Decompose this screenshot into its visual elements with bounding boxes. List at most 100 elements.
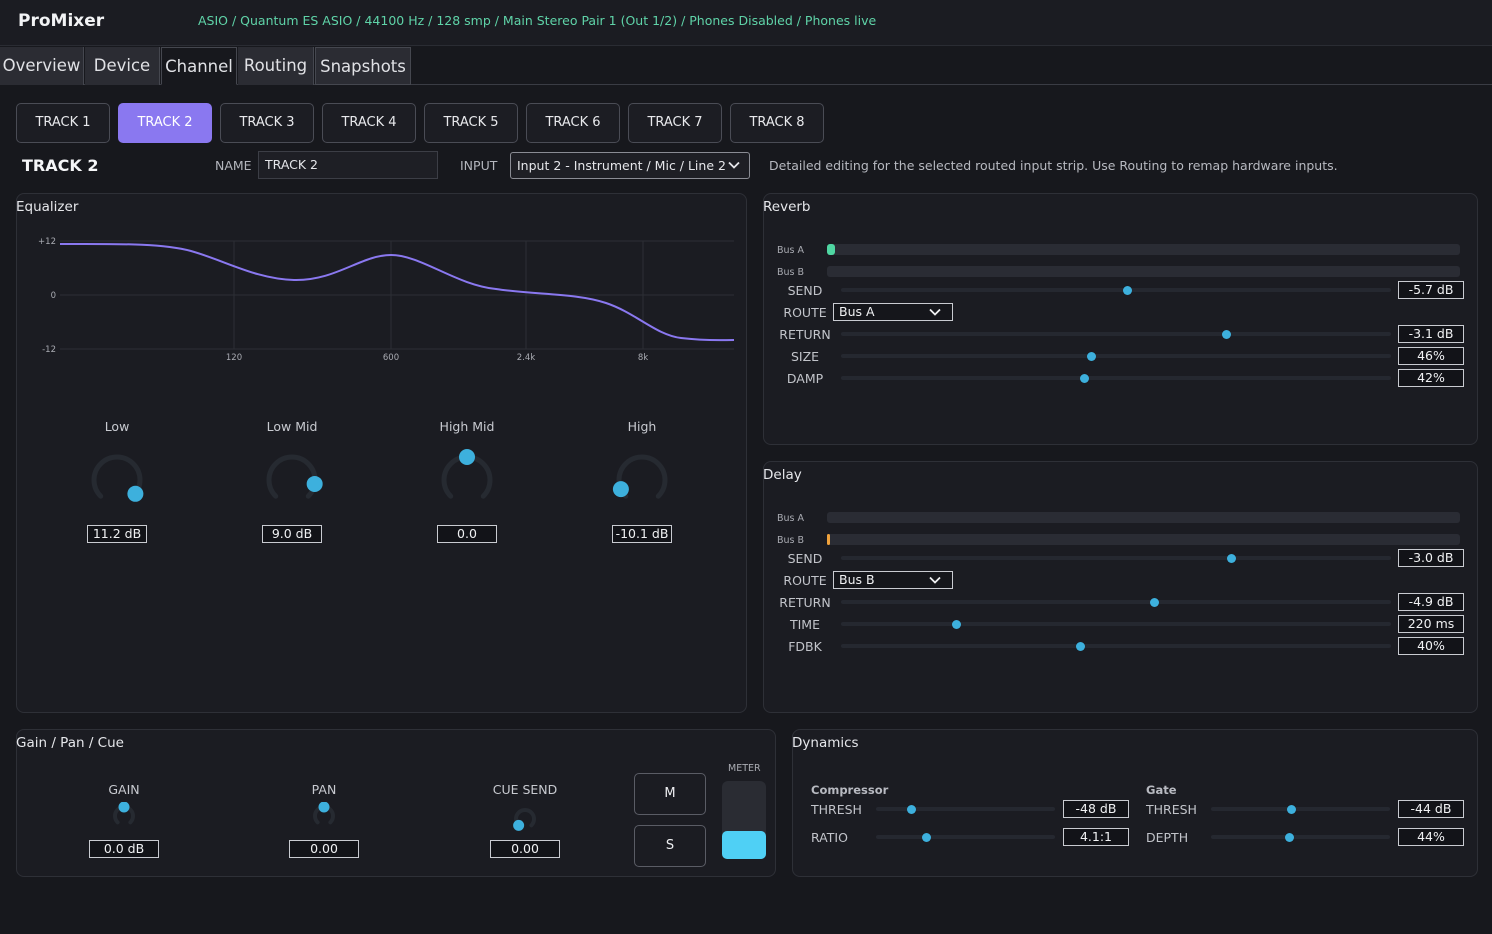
reverb-send-value[interactable]: -5.7 dB	[1398, 281, 1464, 299]
reverb-return-thumb[interactable]	[1221, 329, 1231, 339]
channel-meter	[722, 781, 766, 859]
solo-button[interactable]: S	[634, 825, 706, 867]
comp-thresh-value[interactable]: -48 dB	[1063, 800, 1129, 818]
mute-button[interactable]: M	[634, 773, 706, 815]
delay-return-thumb[interactable]	[1150, 597, 1159, 607]
comp-thresh-slider[interactable]	[876, 804, 1055, 814]
delay-send-value[interactable]: -3.0 dB	[1398, 549, 1464, 567]
chevron-down-icon	[728, 161, 740, 169]
strip-hint: Detailed editing for the selected routed…	[769, 158, 1338, 173]
cue-send-value[interactable]: 0.00	[490, 840, 560, 858]
delay-return-value[interactable]: -4.9 dB	[1398, 593, 1464, 611]
eq-knob-high-mid[interactable]	[436, 449, 498, 511]
tab-channel[interactable]: Channel	[161, 47, 237, 85]
track-button-3[interactable]: TRACK 3	[220, 103, 314, 143]
delay-return-slider[interactable]	[841, 597, 1391, 607]
reverb-send-slider[interactable]	[841, 285, 1391, 295]
input-label: INPUT	[460, 158, 498, 173]
eq-x-tick: 8k	[638, 353, 648, 363]
eq-knob-low[interactable]	[86, 449, 148, 511]
eq-knob-low-mid[interactable]	[261, 449, 323, 511]
eq-x-tick: 600	[383, 353, 399, 363]
pan-label: PAN	[311, 782, 337, 797]
cue-send-knob[interactable]	[511, 805, 539, 833]
eq-low-value[interactable]: 11.2 dB	[87, 525, 147, 543]
delay-time-slider[interactable]	[841, 619, 1391, 629]
reverb-damp-slider[interactable]	[841, 373, 1391, 383]
gain-pan-cue-title: Gain / Pan / Cue	[16, 735, 124, 751]
comp-ratio-thumb[interactable]	[921, 832, 931, 842]
delay-time-value[interactable]: 220 ms	[1398, 615, 1464, 633]
reverb-damp-thumb[interactable]	[1079, 373, 1089, 383]
reverb-bus-b-label: Bus B	[777, 267, 805, 278]
delay-route-select[interactable]: Bus B	[833, 571, 953, 589]
delay-fdbk-slider[interactable]	[841, 641, 1391, 651]
eq-knob-high[interactable]	[611, 449, 673, 511]
reverb-size-value[interactable]: 46%	[1398, 347, 1464, 365]
eq-band-label-high: High	[627, 419, 657, 434]
delay-send-slider[interactable]	[841, 553, 1391, 563]
compressor-heading: Compressor	[811, 783, 889, 797]
reverb-title: Reverb	[763, 199, 811, 215]
track-button-5[interactable]: TRACK 5	[424, 103, 518, 143]
gate-depth-thumb[interactable]	[1285, 832, 1295, 842]
reverb-return-slider[interactable]	[841, 329, 1391, 339]
delay-fdbk-thumb[interactable]	[1075, 641, 1085, 651]
tab-device[interactable]: Device	[85, 47, 160, 85]
tab-overview[interactable]: Overview	[0, 47, 84, 85]
reverb-size-label: SIZE	[790, 349, 820, 364]
equalizer-title: Equalizer	[16, 199, 79, 215]
eq-curve-graph[interactable]: +12 0 -12 120 600 2.4k 8k	[16, 225, 746, 370]
track-button-8[interactable]: TRACK 8	[730, 103, 824, 143]
delay-bus-b-meter	[827, 534, 1460, 545]
track-button-2[interactable]: TRACK 2	[118, 103, 212, 143]
delay-return-label: RETURN	[779, 595, 831, 610]
gate-depth-slider[interactable]	[1211, 832, 1390, 842]
cue-send-label: CUE SEND	[492, 782, 558, 797]
tab-routing[interactable]: Routing	[238, 47, 314, 85]
eq-band-label-high-mid: High Mid	[439, 419, 495, 434]
track-name-input[interactable]: TRACK 2	[258, 151, 438, 179]
reverb-bus-a-meter	[827, 244, 1460, 255]
gate-depth-value[interactable]: 44%	[1398, 828, 1464, 846]
track-button-1[interactable]: TRACK 1	[16, 103, 110, 143]
eq-low-mid-value[interactable]: 9.0 dB	[262, 525, 322, 543]
eq-high-mid-value[interactable]: 0.0	[437, 525, 497, 543]
equalizer-panel	[16, 193, 747, 713]
gate-thresh-value[interactable]: -44 dB	[1398, 800, 1464, 818]
delay-time-label: TIME	[789, 617, 820, 632]
delay-time-thumb[interactable]	[952, 619, 961, 629]
input-select[interactable]: Input 2 - Instrument / Mic / Line 2	[510, 152, 750, 179]
reverb-send-thumb[interactable]	[1122, 285, 1132, 295]
pan-value[interactable]: 0.00	[289, 840, 359, 858]
delay-bus-a-label: Bus A	[777, 513, 805, 524]
eq-response-curve	[59, 242, 735, 342]
comp-ratio-value[interactable]: 4.1:1	[1063, 828, 1129, 846]
reverb-return-value[interactable]: -3.1 dB	[1398, 325, 1464, 343]
delay-fdbk-value[interactable]: 40%	[1398, 637, 1464, 655]
pan-knob[interactable]	[310, 802, 338, 830]
comp-thresh-label: THRESH	[811, 802, 862, 817]
delay-send-thumb[interactable]	[1227, 553, 1236, 563]
chevron-down-icon	[929, 308, 941, 316]
channel-meter-fill	[722, 831, 766, 859]
tab-snapshots[interactable]: Snapshots	[315, 47, 411, 85]
reverb-size-slider[interactable]	[841, 351, 1391, 361]
gain-knob[interactable]	[110, 802, 138, 830]
track-button-7[interactable]: TRACK 7	[628, 103, 722, 143]
meter-label: METER	[728, 763, 761, 774]
reverb-route-select[interactable]: Bus A	[833, 303, 953, 321]
eq-high-value[interactable]: -10.1 dB	[612, 525, 672, 543]
gate-thresh-thumb[interactable]	[1287, 804, 1297, 814]
track-button-6[interactable]: TRACK 6	[526, 103, 620, 143]
eq-y-tick: -12	[42, 345, 56, 355]
comp-thresh-thumb[interactable]	[907, 804, 917, 814]
delay-route-value: Bus B	[839, 572, 875, 587]
reverb-damp-value[interactable]: 42%	[1398, 369, 1464, 387]
track-button-4[interactable]: TRACK 4	[322, 103, 416, 143]
gate-thresh-slider[interactable]	[1211, 804, 1390, 814]
eq-x-tick: 120	[226, 353, 242, 363]
gain-value[interactable]: 0.0 dB	[89, 840, 159, 858]
comp-ratio-slider[interactable]	[876, 832, 1055, 842]
reverb-size-thumb[interactable]	[1086, 351, 1096, 361]
